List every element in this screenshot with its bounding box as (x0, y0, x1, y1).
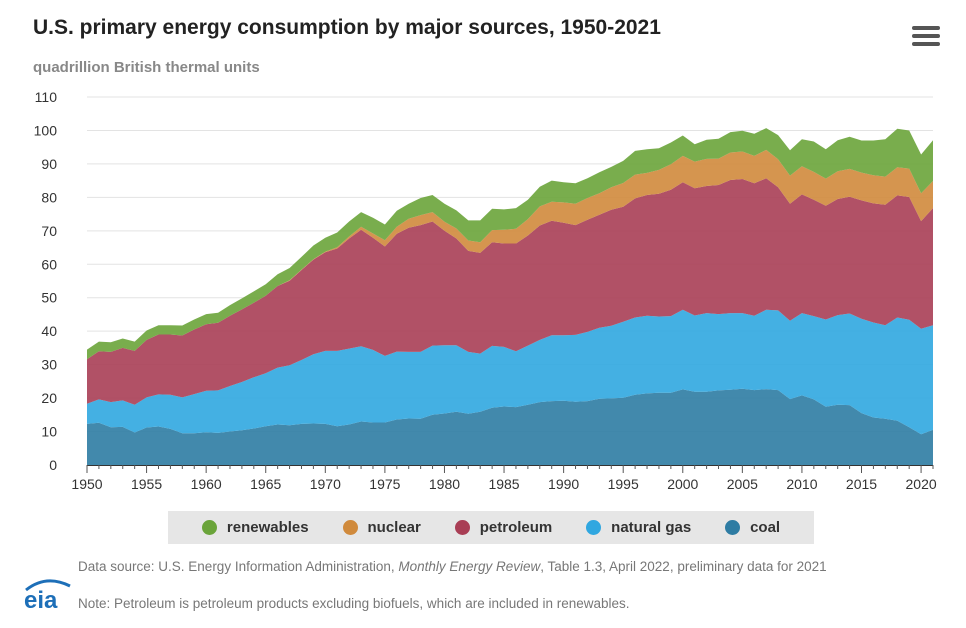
y-tick-label: 50 (41, 290, 57, 306)
y-tick-label: 90 (41, 156, 57, 172)
logo-text: eia (24, 587, 58, 612)
x-tick-label: 1995 (608, 476, 639, 492)
y-tick-label: 110 (35, 89, 58, 105)
area-chart: 0 10 20 30 40 50 60 70 80 90 100 110 1950 1955 1960 196… (34, 89, 937, 492)
legend-swatch (586, 520, 602, 535)
y-tick-label: 10 (41, 424, 57, 440)
legend-item-natural-gas[interactable]: natural gas (586, 519, 691, 536)
menu-bar (912, 42, 940, 46)
legend: renewables nuclear petroleum natural gas… (168, 511, 814, 544)
legend-item-renewables[interactable]: renewables (201, 519, 309, 536)
legend-label: nuclear (367, 519, 421, 536)
y-tick-label: 100 (34, 122, 58, 138)
x-tick-label: 1985 (488, 476, 519, 492)
x-tick-label: 1965 (250, 476, 281, 492)
legend-label: coal (750, 519, 781, 536)
source-publication: Monthly Energy Review (398, 559, 541, 574)
x-tick-label: 1960 (191, 476, 222, 492)
y-tick-label: 60 (41, 256, 57, 272)
x-tick-label: 1980 (429, 476, 460, 492)
chart-title: U.S. primary energy consumption by major… (33, 16, 661, 39)
y-tick-label: 80 (41, 189, 57, 205)
area-coal[interactable] (87, 388, 933, 465)
y-tick-label: 70 (41, 223, 57, 239)
source-prefix: Data source: U.S. Energy Information Adm… (78, 559, 399, 574)
hamburger-menu-icon[interactable] (912, 26, 940, 48)
area-nuclear[interactable] (87, 149, 933, 360)
legend-label: natural gas (611, 519, 692, 536)
legend-swatch (342, 520, 358, 535)
area-petroleum[interactable] (87, 178, 933, 405)
footnote: Note: Petroleum is petroleum products ex… (78, 596, 630, 611)
area-natural-gas[interactable] (87, 309, 933, 435)
x-tick-label: 1990 (548, 476, 579, 492)
legend-label: renewables (226, 519, 309, 536)
legend-label: petroleum (479, 519, 553, 536)
menu-bar (912, 26, 940, 30)
x-tick-label: 1970 (310, 476, 341, 492)
y-tick-label: 20 (41, 390, 57, 406)
legend-swatch (201, 520, 217, 535)
y-tick-label: 40 (41, 323, 57, 339)
data-source-text: Data source: U.S. Energy Information Adm… (78, 558, 918, 575)
x-tick-label: 2015 (846, 476, 877, 492)
legend-swatch (454, 520, 470, 535)
source-suffix: , Table 1.3, April 2022, preliminary dat… (540, 559, 827, 574)
x-tick-label: 2000 (667, 476, 698, 492)
chart-subtitle: quadrillion British thermal units (33, 59, 260, 76)
stacked-areas (87, 128, 933, 465)
x-tick-label: 1975 (369, 476, 400, 492)
menu-bar (912, 34, 940, 38)
x-tick-label: 1955 (131, 476, 162, 492)
legend-item-nuclear[interactable]: nuclear (342, 519, 421, 536)
eia-logo[interactable]: eia (22, 576, 74, 612)
y-tick-label: 30 (41, 357, 57, 373)
x-tick-label: 2010 (786, 476, 817, 492)
x-tick-label: 2020 (906, 476, 937, 492)
area-renewables[interactable] (87, 128, 933, 360)
x-tick-label: 1950 (71, 476, 102, 492)
legend-swatch (725, 520, 741, 535)
x-tick-label: 2005 (727, 476, 758, 492)
y-tick-label: 0 (49, 457, 57, 473)
axes: 0 10 20 30 40 50 60 70 80 90 100 110 1950 1955 1960 196… (34, 89, 937, 492)
legend-item-petroleum[interactable]: petroleum (454, 519, 553, 536)
logo-arc (25, 579, 71, 592)
legend-item-coal[interactable]: coal (725, 519, 780, 536)
